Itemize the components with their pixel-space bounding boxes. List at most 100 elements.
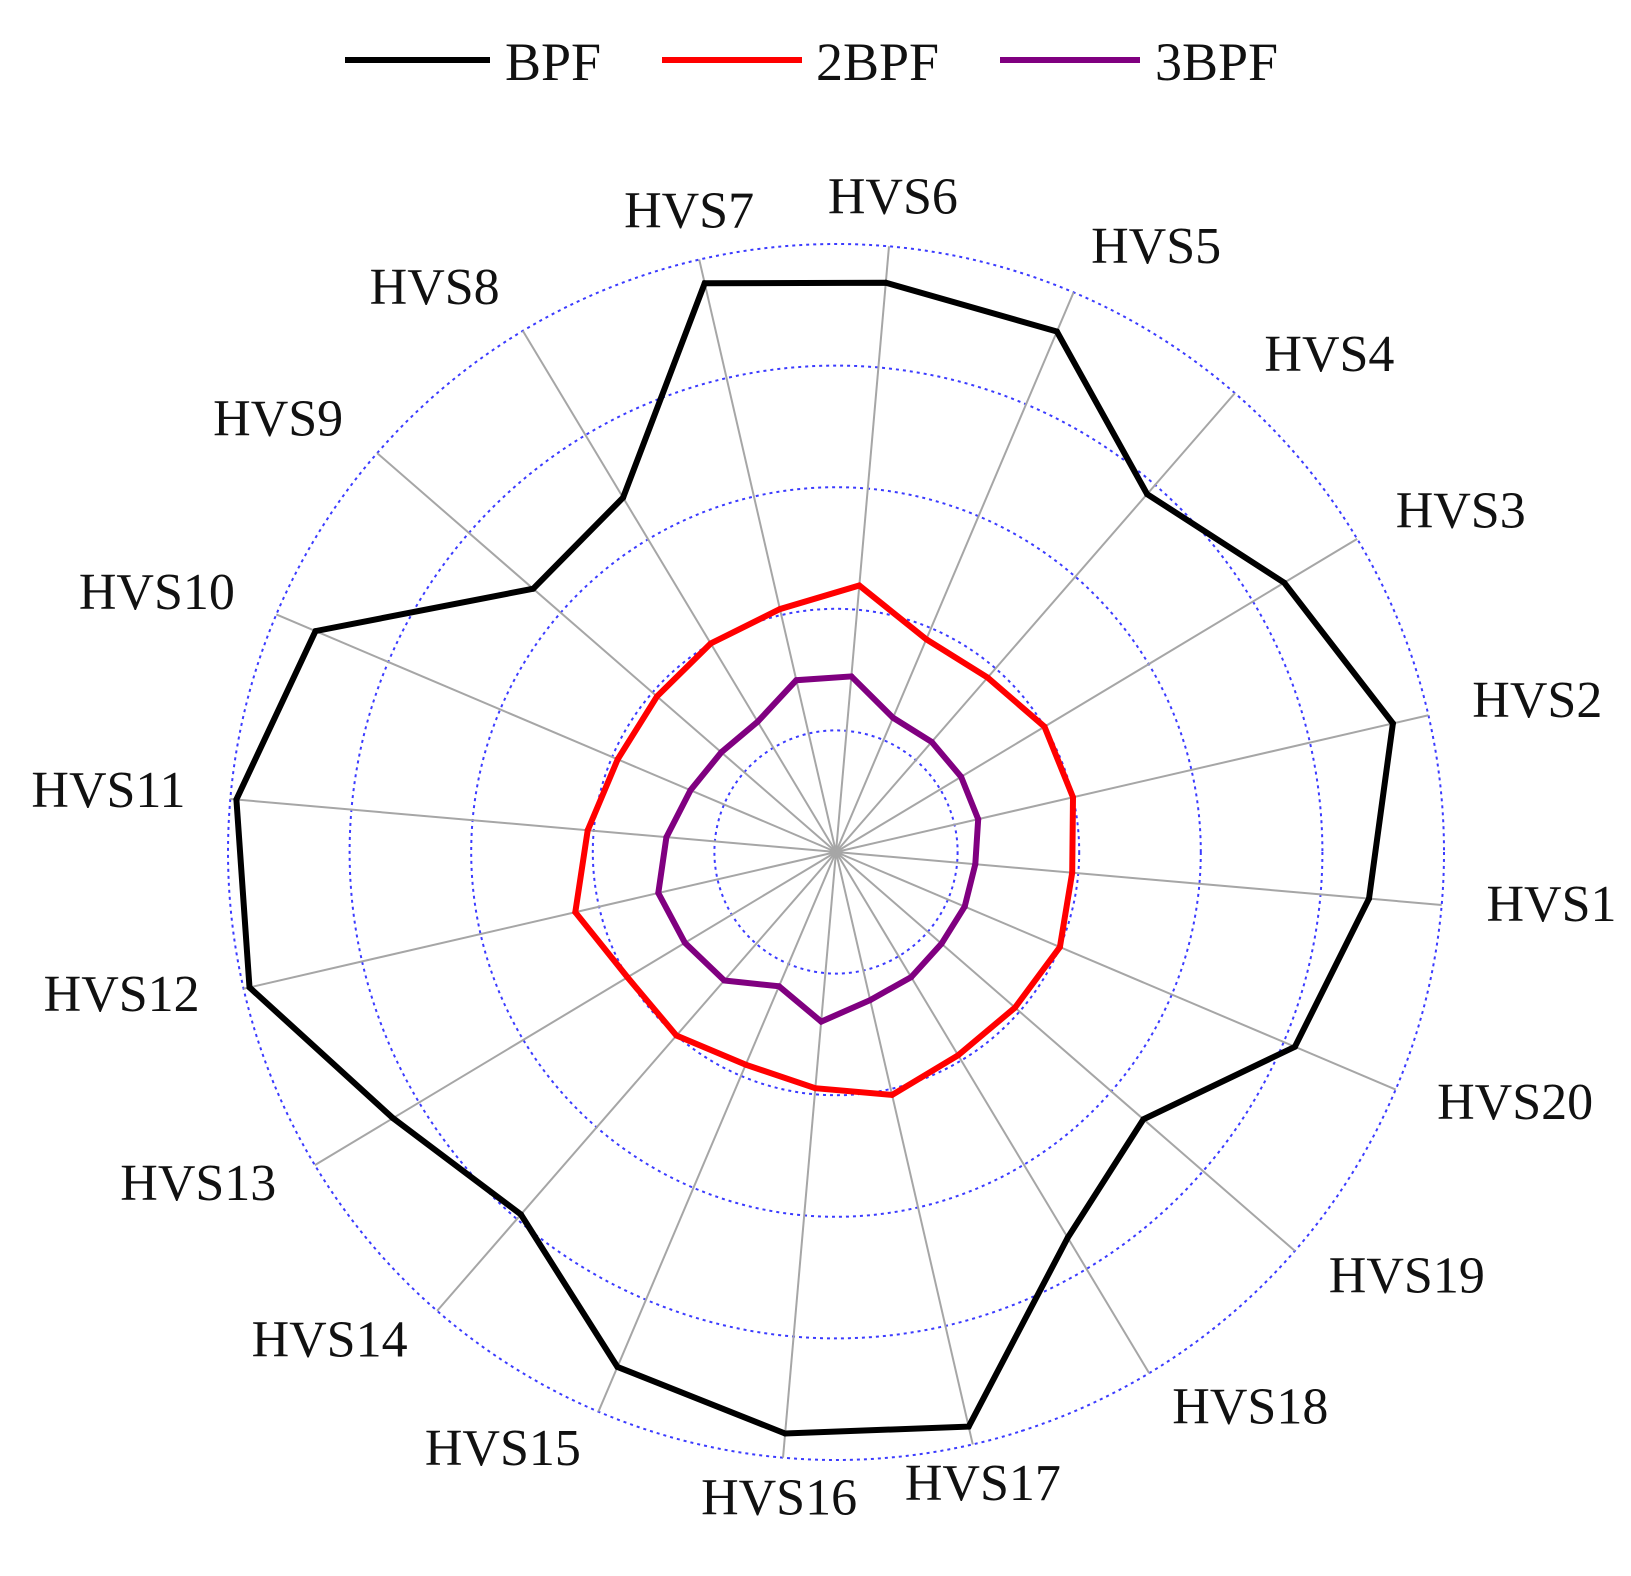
- spoke-19: [835, 851, 1296, 1252]
- spoke-17: [835, 851, 974, 1445]
- spoke-2: [835, 714, 1429, 853]
- axis-label-hvs19: HVS19: [1329, 1247, 1485, 1304]
- series-3bpf-point-3: [958, 773, 965, 780]
- legend-label-3bpf: 3BPF: [1155, 32, 1278, 92]
- series-3bpf-point-16: [818, 1018, 825, 1025]
- axis-label-hvs8: HVS8: [370, 259, 500, 316]
- spoke-5: [835, 291, 1075, 853]
- spoke-3: [835, 537, 1358, 853]
- series-bpf-point-9: [530, 585, 537, 592]
- grid-ring-5: [227, 243, 1445, 1461]
- axis-label-hvs16: HVS16: [701, 1469, 857, 1526]
- series-layer: [233, 279, 1397, 1437]
- spoke-20: [835, 851, 1397, 1091]
- series-2bpf-point-8: [707, 640, 714, 647]
- grid-ring-1: [713, 729, 959, 975]
- axis-label-hvs14: HVS14: [252, 1312, 408, 1369]
- axis-label-hvs10: HVS10: [79, 564, 235, 621]
- legend: BPF 2BPF 3BPF: [345, 32, 1278, 92]
- series-2bpf-point-18: [955, 1052, 962, 1059]
- series-bpf-point-3: [1281, 579, 1288, 586]
- spoke-18: [835, 851, 1151, 1374]
- series-bpf-point-12: [246, 984, 253, 991]
- spoke-9: [376, 452, 837, 853]
- series-bpf-point-10: [312, 628, 319, 635]
- axis-label-hvs5: HVS5: [1091, 218, 1221, 275]
- series-3bpf-point-7: [793, 677, 800, 684]
- spoke-11: [230, 798, 837, 853]
- series-bpf-point-4: [1144, 491, 1151, 498]
- series-3bpf-line: [655, 673, 982, 1026]
- series-2bpf-point-19: [1012, 1004, 1018, 1011]
- series-3bpf-point-15: [776, 983, 782, 990]
- series-bpf-point-5: [1053, 328, 1060, 335]
- spoke-14: [436, 851, 837, 1312]
- series-bpf-point-17: [965, 1423, 972, 1430]
- series-3bpf-point-6: [848, 673, 855, 680]
- legend-label-bpf: BPF: [505, 32, 601, 92]
- series-bpf-point-13: [390, 1115, 396, 1122]
- series-3bpf-point-12: [655, 890, 662, 896]
- axis-label-hvs7: HVS7: [624, 183, 754, 240]
- spoke-7: [698, 259, 837, 853]
- series-bpf-point-1: [1366, 895, 1372, 902]
- series-2bpf-point-10: [614, 756, 621, 763]
- series-3bpf-point-20: [961, 903, 968, 910]
- series-2bpf-point-20: [1056, 944, 1063, 950]
- series-3bpf-point-13: [681, 939, 688, 946]
- axis-label-hvs12: HVS12: [44, 966, 200, 1023]
- series-bpf-point-8: [620, 494, 627, 501]
- series-bpf-point-6: [882, 279, 889, 286]
- series-bpf-point-20: [1291, 1043, 1298, 1050]
- series-2bpf-point-16: [812, 1085, 819, 1092]
- series-3bpf-point-14: [721, 977, 728, 984]
- axis-labels: HVS1 HVS2 HVS3 HVS4 HVS5 HVS6 HVS7 HVS8 HVS9 HVS1…: [31, 168, 1616, 1526]
- series-bpf-point-11: [233, 796, 240, 803]
- spoke-10: [275, 613, 837, 853]
- spoke-4: [835, 392, 1236, 853]
- series-3bpf-point-9: [718, 749, 725, 756]
- axis-label-hvs1: HVS1: [1487, 876, 1617, 933]
- axis-label-hvs13: HVS13: [120, 1155, 276, 1212]
- series-2bpf-point-4: [984, 674, 991, 681]
- axis-label-hvs15: HVS15: [425, 1420, 581, 1477]
- legend-label-2bpf: 2BPF: [816, 32, 939, 92]
- spoke-12: [243, 851, 837, 990]
- series-2bpf-point-2: [1070, 794, 1076, 801]
- axis-label-hvs20: HVS20: [1437, 1074, 1593, 1131]
- axis-label-hvs4: HVS4: [1264, 326, 1394, 383]
- axis-label-hvs18: HVS18: [1172, 1379, 1328, 1436]
- series-bpf-line: [233, 279, 1397, 1437]
- series-3bpf-point-11: [663, 834, 670, 841]
- series-2bpf-point-1: [1069, 869, 1076, 876]
- series-3bpf-point-10: [687, 787, 694, 794]
- axis-label-hvs6: HVS6: [828, 168, 958, 225]
- grid-ring-2: [591, 607, 1081, 1097]
- series-2bpf-point-7: [776, 606, 783, 613]
- series-bpf-point-15: [614, 1363, 621, 1370]
- series-3bpf-point-17: [867, 997, 874, 1004]
- series-3bpf-point-2: [975, 816, 982, 823]
- grid-ring-3: [470, 486, 1202, 1218]
- spoke-6: [835, 246, 890, 853]
- series-bpf-point-18: [1064, 1234, 1071, 1241]
- grid-ring-4: [348, 364, 1324, 1340]
- series-2bpf-point-9: [654, 693, 660, 700]
- series-2bpf-point-3: [1041, 723, 1048, 730]
- series-2bpf-point-5: [923, 636, 930, 643]
- series-3bpf-point-18: [908, 974, 915, 981]
- series-3bpf-point-5: [890, 714, 896, 721]
- series-2bpf-point-13: [624, 974, 631, 981]
- series-2bpf-point-14: [673, 1032, 680, 1039]
- series-3bpf-point-1: [972, 861, 979, 868]
- series-3bpf-point-4: [928, 738, 935, 745]
- series-2bpf-point-17: [889, 1091, 896, 1098]
- series-bpf-point-7: [701, 280, 708, 287]
- series-2bpf-point-12: [572, 909, 579, 916]
- axis-label-hvs3: HVS3: [1396, 483, 1526, 540]
- series-bpf-point-16: [782, 1430, 789, 1437]
- series-2bpf-point-15: [742, 1061, 749, 1068]
- spoke-15: [597, 851, 837, 1413]
- series-bpf-point-2: [1389, 720, 1396, 727]
